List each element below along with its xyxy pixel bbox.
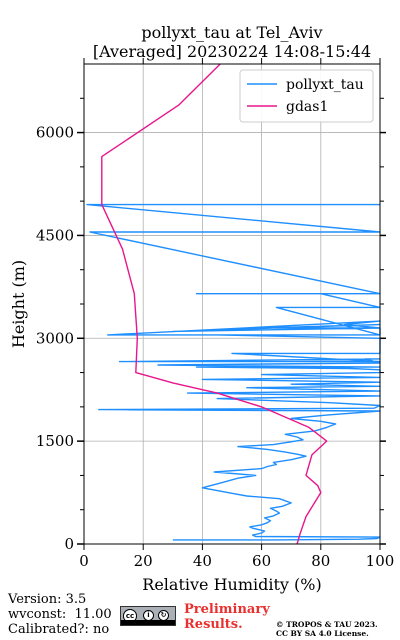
preliminary-line2: Results. xyxy=(184,617,243,632)
plot-frame xyxy=(83,63,381,545)
version-info: Version: 3.5 wvconst: 11.00 Calibrated?:… xyxy=(8,592,112,637)
copyright-line1: © TROPOS & TAU 2023. xyxy=(276,620,378,629)
calibrated-text: Calibrated?: no xyxy=(8,622,110,637)
preliminary-notice: Preliminary Results. xyxy=(184,602,270,632)
version-text: Version: 3.5 xyxy=(8,592,87,607)
x-tick-label: 20 xyxy=(134,552,153,570)
copyright-notice: © TROPOS & TAU 2023. CC BY SA 4.0 Licens… xyxy=(276,620,378,638)
x-tick-label: 60 xyxy=(252,552,271,570)
x-tick-label: 40 xyxy=(193,552,212,570)
preliminary-line1: Preliminary xyxy=(184,602,270,617)
y-tick-label: 1500 xyxy=(36,432,74,450)
axes: 0 20 40 60 80 100 0 1500 3000 4500 6000 xyxy=(36,58,395,570)
cc-license-badge: cc i ↻ xyxy=(120,606,176,626)
series-line-gdas1 xyxy=(101,63,328,545)
copyright-line2: CC BY SA 4.0 License. xyxy=(276,629,369,638)
y-tick-label: 4500 xyxy=(36,226,74,244)
series-line-pollyxt xyxy=(86,203,381,541)
y-tick-label: 0 xyxy=(64,535,74,553)
series-layer xyxy=(86,63,381,545)
cc-bar xyxy=(121,620,175,625)
legend: pollyxt_tau gdas1 xyxy=(239,69,374,123)
x-tick-label: 80 xyxy=(311,552,330,570)
legend-label-gdas1: gdas1 xyxy=(286,99,328,115)
y-tick-label: 3000 xyxy=(36,329,74,347)
x-tick-label: 0 xyxy=(79,552,89,570)
y-tick-label: 6000 xyxy=(36,124,74,142)
chart-title: pollyxt_tau at Tel_Aviv xyxy=(141,23,322,42)
x-axis-label: Relative Humidity (%) xyxy=(142,575,321,594)
grid-lines xyxy=(84,64,380,544)
chart-subtitle: [Averaged] 20230224 14:08-15:44 xyxy=(93,42,371,61)
x-tick-label: 100 xyxy=(366,552,395,570)
legend-label-pollyxt: pollyxt_tau xyxy=(286,77,364,93)
legend-box xyxy=(239,69,374,123)
y-axis-label: Height (m) xyxy=(9,260,28,348)
wvconst-text: wvconst: 11.00 xyxy=(8,607,112,622)
